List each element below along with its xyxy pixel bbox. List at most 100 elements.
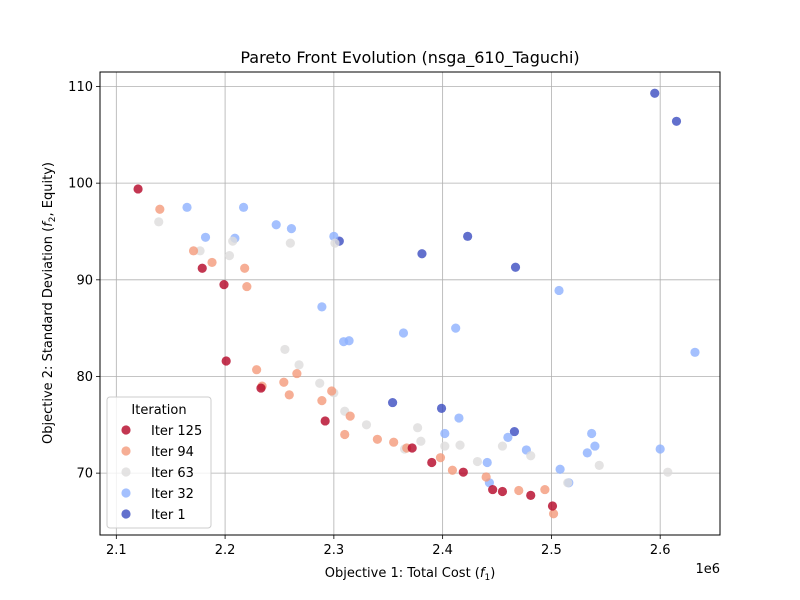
legend-entry: Iter 32 (121, 487, 194, 502)
data-point (389, 437, 399, 447)
data-point (555, 464, 565, 474)
data-point (440, 441, 450, 451)
series-iter-125 (133, 184, 558, 511)
data-point (242, 281, 252, 292)
data-point (497, 486, 508, 497)
x-tick-label: 2.6 (650, 543, 671, 558)
x-axis-label-var: f (480, 566, 487, 581)
data-point (440, 428, 450, 439)
legend-label: Iter 32 (151, 487, 194, 502)
data-point (447, 465, 458, 475)
x-tick-label: 2.3 (324, 543, 345, 558)
data-point (455, 440, 465, 450)
data-point (155, 204, 165, 214)
data-point (663, 467, 673, 477)
data-point (200, 232, 211, 242)
data-point (228, 236, 238, 246)
data-point (416, 436, 426, 446)
data-point (497, 441, 508, 451)
y-tick-label: 70 (76, 467, 93, 482)
data-point (463, 231, 473, 241)
data-point (554, 285, 564, 296)
data-point (488, 484, 498, 495)
data-point (451, 323, 461, 333)
data-point (671, 116, 682, 126)
data-point (219, 280, 229, 290)
y-axis-label-var: f (41, 220, 56, 227)
data-point (407, 443, 417, 453)
x-tick-label: 2.5 (541, 543, 562, 558)
data-point (361, 420, 372, 430)
y-axis-label-end: , Equity) (41, 162, 56, 216)
data-point (327, 386, 337, 396)
data-point (540, 484, 550, 495)
data-point (548, 509, 559, 519)
legend-entry: Iter 63 (121, 466, 194, 481)
data-point (195, 246, 205, 256)
legend-marker (121, 509, 131, 519)
legend-label: Iter 1 (151, 508, 186, 523)
data-point (279, 377, 289, 387)
legend-marker (121, 467, 131, 477)
y-axis-label-main: Objective 2: Standard Deviation ( (41, 227, 56, 444)
data-point (221, 356, 231, 366)
data-point (458, 467, 468, 477)
data-point (650, 88, 660, 98)
data-point (526, 451, 536, 461)
data-point (372, 434, 382, 444)
y-axis-label-sub: 2 (48, 216, 58, 222)
data-point (238, 202, 249, 212)
data-point (340, 429, 350, 440)
data-point (284, 390, 294, 400)
x-tick-label: 2.4 (432, 543, 453, 558)
data-point (563, 478, 573, 488)
data-point (154, 217, 164, 227)
legend-box (106, 396, 212, 529)
x-axis-label-sub: 1 (484, 573, 490, 583)
x-axis-label-end: ) (490, 566, 495, 581)
data-point (481, 472, 491, 482)
data-point (256, 383, 266, 393)
data-point (435, 453, 446, 463)
data-point (514, 485, 524, 496)
data-point (387, 397, 398, 408)
data-point (655, 444, 665, 454)
legend-label: Iter 94 (151, 445, 194, 460)
series-iter-94 (155, 204, 559, 519)
data-point (587, 428, 597, 439)
y-tick-label: 100 (68, 177, 93, 192)
x-axis-offset-label: 1e6 (695, 562, 720, 577)
data-point (292, 368, 302, 379)
data-point (547, 501, 558, 511)
data-point (182, 202, 192, 212)
data-point (503, 432, 513, 442)
x-tick-label: 2.2 (215, 543, 236, 558)
data-point (594, 460, 604, 471)
plot-frame (99, 71, 721, 536)
legend-title: Iteration (131, 403, 186, 418)
data-point (224, 251, 235, 261)
data-point (345, 411, 355, 421)
data-point (271, 220, 281, 230)
axis-ticks: 2.1 2.2 2.3 2.4 2.5 2.6 70 80 90 100 110 (68, 80, 670, 558)
legend-marker (121, 425, 131, 435)
data-point (398, 328, 409, 338)
data-point (207, 257, 217, 268)
legend-entry: Iter 94 (121, 445, 194, 460)
legend-entries: Iter 125 Iter 94 Iter 63 Iter 32 Iter 1 (121, 424, 202, 523)
data-point (315, 378, 325, 388)
data-point (285, 238, 295, 248)
y-tick-label: 110 (68, 80, 93, 95)
legend-marker (121, 488, 131, 498)
chart-title: Pareto Front Evolution (nsga_610_Taguchi… (240, 48, 579, 68)
data-point (280, 344, 290, 355)
data-point (197, 263, 207, 273)
data-point (582, 448, 592, 458)
legend-label: Iter 125 (151, 424, 202, 439)
x-tick-label: 2.1 (106, 543, 127, 558)
data-point (133, 184, 143, 194)
data-point (690, 347, 700, 357)
y-tick-label: 80 (76, 370, 93, 385)
